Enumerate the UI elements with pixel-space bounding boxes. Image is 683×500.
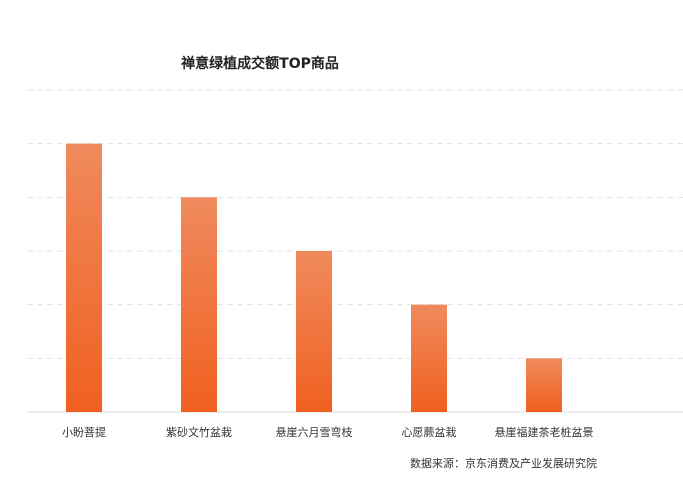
source-note: 数据来源：京东消费及产业发展研究院 <box>410 457 597 470</box>
bar <box>66 143 102 412</box>
bar <box>411 304 447 412</box>
x-tick-label: 小盼菩提 <box>62 426 106 439</box>
x-tick-label: 紫砂文竹盆栽 <box>166 425 232 439</box>
x-tick-label: 悬崖福建茶老桩盆景 <box>495 425 594 439</box>
grid-lines <box>27 89 683 359</box>
x-tick-label: 悬崖六月雪弯枝 <box>276 425 353 439</box>
bar <box>296 251 332 412</box>
x-tick-labels: 小盼菩提 紫砂文竹盆栽 悬崖六月雪弯枝 心愿蕨盆栽 悬崖福建茶老桩盆景 <box>62 425 594 439</box>
x-tick-label: 心愿蕨盆栽 <box>402 425 457 439</box>
bars <box>66 143 562 412</box>
bar <box>526 358 562 412</box>
bar <box>181 197 217 412</box>
chart-title: 禅意绿植成交额TOP商品 <box>181 56 339 72</box>
